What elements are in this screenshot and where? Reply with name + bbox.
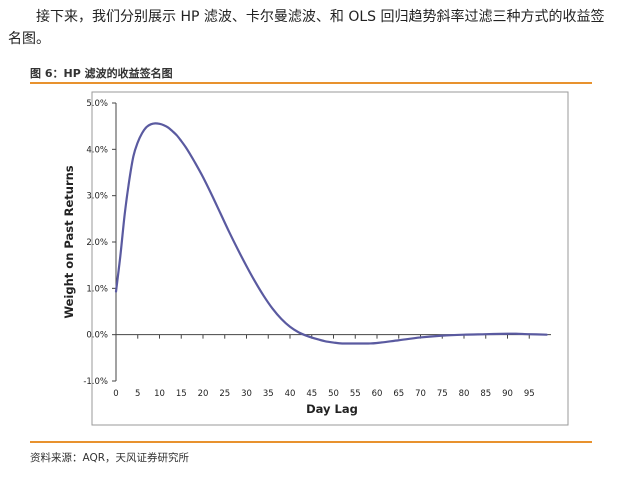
y-tick-label: -1.0%	[83, 377, 108, 387]
figure-top-rule	[30, 82, 592, 84]
y-tick-label: 0.0%	[86, 331, 108, 341]
plot-frame	[91, 91, 569, 426]
x-tick-label: 85	[480, 389, 491, 399]
y-axis-label: Weight on Past Returns	[62, 165, 76, 318]
figure-title: 图 6：HP 滤波的收益签名图	[30, 67, 173, 80]
axes	[112, 102, 551, 382]
x-tick-label: 15	[176, 389, 187, 399]
y-tick-label: 3.0%	[86, 192, 108, 202]
x-tick-label: 80	[459, 389, 470, 399]
x-tick-label: 90	[502, 389, 513, 399]
x-tick-label: 35	[263, 389, 274, 399]
x-tick-label: 25	[219, 389, 230, 399]
x-axis-label: Day Lag	[306, 402, 358, 416]
figure-bottom-rule	[30, 441, 592, 443]
y-tick-label: 4.0%	[86, 145, 108, 155]
y-tick-labels: -1.0% 0.0% 1.0% 2.0% 3.0% 4.0% 5.0%	[83, 99, 108, 387]
x-tick-label: 50	[328, 389, 339, 399]
x-tick-label: 45	[306, 389, 317, 399]
y-tick-label: 2.0%	[86, 238, 108, 248]
x-tick-label: 10	[154, 389, 165, 399]
x-tick-label: 65	[393, 389, 404, 399]
x-tick-label: 40	[285, 389, 296, 399]
series-line-hp-filter	[114, 122, 548, 345]
x-tick-label: 75	[437, 389, 448, 399]
x-tick-label: 55	[350, 389, 361, 399]
x-tick-label: 0	[113, 389, 118, 399]
intro-paragraph: 接下来，我们分别展示 HP 滤波、卡尔曼滤波、和 OLS 回归趋势斜率过滤三种方…	[8, 9, 605, 47]
x-tick-label: 70	[415, 389, 426, 399]
source-note: 资料来源：AQR，天风证券研究所	[30, 452, 190, 464]
x-tick-label: 30	[241, 389, 252, 399]
x-tick-label: 5	[135, 389, 140, 399]
x-tick-label: 60	[372, 389, 383, 399]
x-tick-label: 95	[524, 389, 535, 399]
y-tick-label: 1.0%	[86, 284, 108, 294]
x-tick-labels: 0 5 10 15 20 25 30 35 40 45 50 55 60 65 70 75 80 85 90 95	[113, 389, 534, 399]
y-tick-label: 5.0%	[86, 99, 108, 109]
x-tick-label: 20	[198, 389, 209, 399]
